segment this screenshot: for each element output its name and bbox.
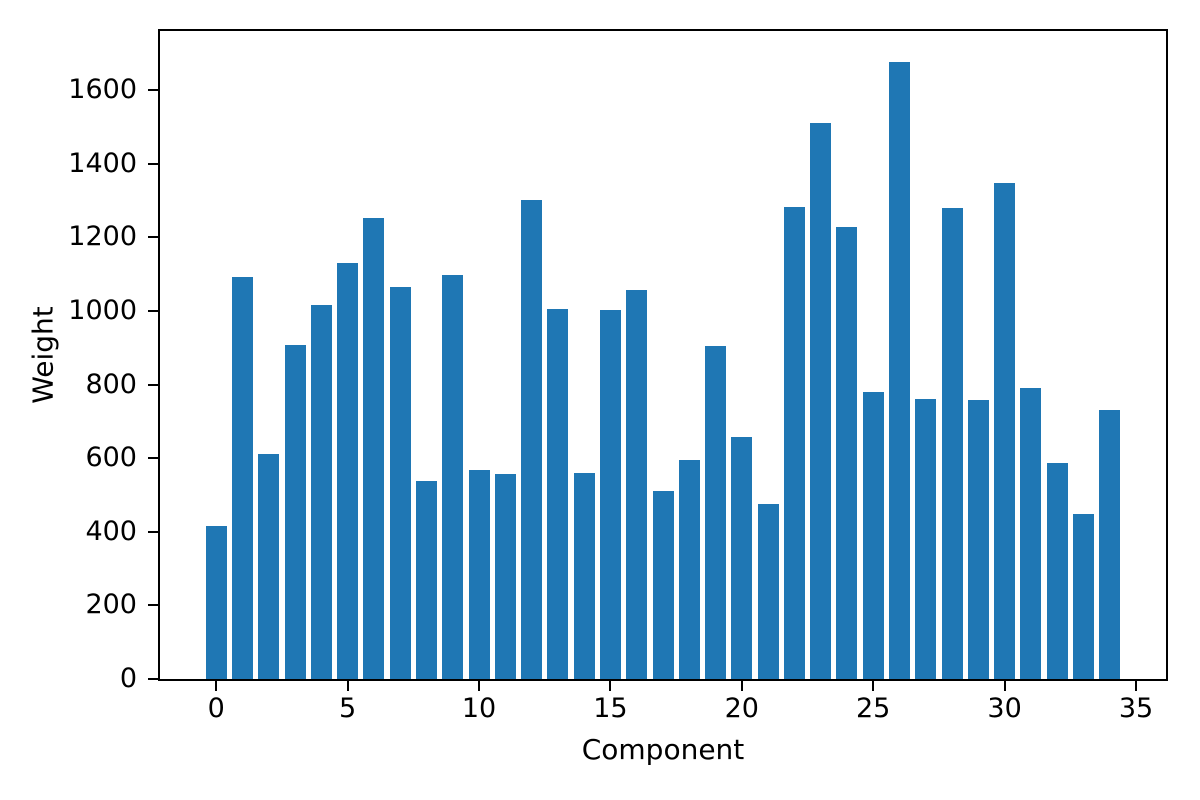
x-tick-label: 35 <box>1118 693 1154 724</box>
y-tick-label: 1600 <box>68 73 137 105</box>
bar-31 <box>1020 388 1042 679</box>
bar-22 <box>783 206 805 679</box>
y-tick-label: 600 <box>85 442 137 474</box>
bar-24 <box>836 226 858 679</box>
bar-12 <box>521 200 543 679</box>
bar-15 <box>599 310 621 679</box>
bar-6 <box>363 217 385 679</box>
bar-14 <box>573 473 595 679</box>
y-tick-label: 1000 <box>68 294 137 326</box>
bar-27 <box>915 399 937 679</box>
bar-9 <box>442 274 464 679</box>
bar-10 <box>468 470 490 679</box>
bar-8 <box>416 480 437 679</box>
bar-21 <box>757 504 779 679</box>
y-tick-label: 1400 <box>68 147 137 179</box>
x-tick-label: 10 <box>461 693 497 724</box>
x-tick-label: 0 <box>207 693 225 724</box>
bar-17 <box>652 490 674 679</box>
y-tick-mark <box>148 604 158 607</box>
y-tick-mark <box>148 162 158 165</box>
y-tick-mark <box>148 383 158 386</box>
x-tick-mark <box>609 681 612 691</box>
x-tick-label: 30 <box>987 693 1022 724</box>
y-tick-label: 400 <box>85 515 137 547</box>
y-tick-mark <box>148 309 158 312</box>
bar-19 <box>705 345 726 679</box>
y-tick-label: 800 <box>85 368 137 400</box>
y-tick-mark <box>148 236 158 239</box>
y-tick-label: 1200 <box>68 221 137 253</box>
plot-area <box>158 29 1168 681</box>
x-tick-label: 20 <box>724 693 759 724</box>
y-tick-mark <box>148 678 158 680</box>
bar-11 <box>494 474 516 679</box>
x-tick-mark <box>1003 681 1006 691</box>
bar-30 <box>994 183 1016 679</box>
x-tick-label: 15 <box>593 693 628 724</box>
y-tick-label: 200 <box>85 589 137 621</box>
bar-5 <box>337 262 359 679</box>
y-tick-mark <box>148 457 158 460</box>
x-tick-mark <box>346 681 349 691</box>
x-tick-mark <box>1135 681 1137 691</box>
bar-7 <box>389 286 411 679</box>
bar-28 <box>941 207 963 679</box>
y-tick-label: 0 <box>119 663 137 694</box>
x-tick-label: 25 <box>856 693 891 724</box>
bar-20 <box>731 437 753 679</box>
x-tick-label: 5 <box>339 693 357 724</box>
bar-18 <box>678 459 700 679</box>
y-tick-mark <box>148 88 158 91</box>
bar-1 <box>232 276 253 679</box>
x-tick-mark <box>740 681 743 691</box>
x-tick-mark <box>215 681 218 691</box>
bar-34 <box>1099 409 1121 679</box>
bar-3 <box>284 344 306 679</box>
x-axis-label: Component <box>581 733 745 766</box>
bar-33 <box>1073 514 1094 679</box>
x-tick-mark <box>478 681 480 691</box>
bar-0 <box>205 526 227 679</box>
bar-32 <box>1046 462 1068 679</box>
bar-23 <box>810 122 832 679</box>
bar-29 <box>967 399 989 679</box>
x-tick-mark <box>872 681 875 691</box>
bar-26 <box>889 61 910 679</box>
bar-4 <box>310 304 332 679</box>
bar-2 <box>258 453 280 679</box>
y-tick-mark <box>148 530 158 533</box>
bar-25 <box>862 392 884 679</box>
bar-16 <box>626 290 648 679</box>
bar-13 <box>547 309 569 679</box>
